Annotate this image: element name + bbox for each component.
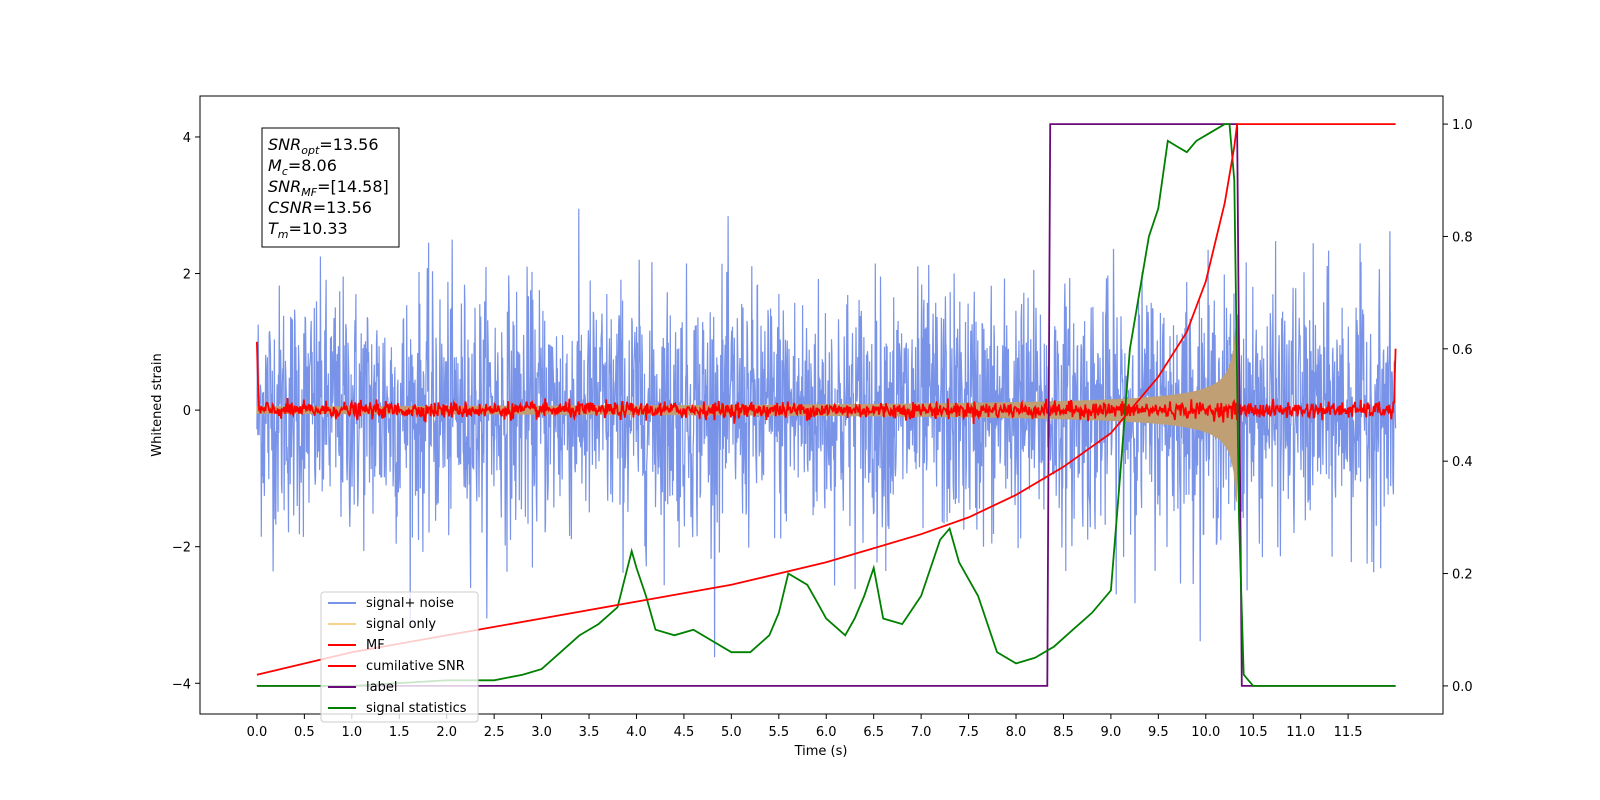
x-tick-label: 9.5 xyxy=(1148,725,1169,740)
info-line: SNRMF=[14.58] xyxy=(268,177,389,199)
x-tick-label: 1.5 xyxy=(389,725,410,740)
y2-tick-label: 1.0 xyxy=(1452,118,1473,133)
x-tick-label: 11.5 xyxy=(1334,725,1363,740)
x-tick-label: 5.5 xyxy=(768,725,789,740)
series-mf xyxy=(256,341,1397,425)
x-tick-label: 3.5 xyxy=(579,725,600,740)
y2-tick-label: 0.8 xyxy=(1452,230,1473,245)
x-axis-label: Time (s) xyxy=(794,744,848,759)
x-tick-label: 9.0 xyxy=(1101,725,1122,740)
x-tick-label: 6.5 xyxy=(863,725,884,740)
legend-entry: cumilative SNR xyxy=(366,659,465,674)
y-tick-label: 2 xyxy=(183,268,191,283)
legend-entry: MF xyxy=(366,638,385,653)
info-line: SNRopt=13.56 xyxy=(268,135,379,157)
x-tick-label: 10.5 xyxy=(1239,725,1268,740)
x-tick-label: 4.5 xyxy=(674,725,695,740)
info-line: CSNR=13.56 xyxy=(268,198,372,217)
y-axis-right: 1.0 0.8 0.6 0.4 0.2 0.0 xyxy=(1443,118,1473,695)
x-tick-label: 2.5 xyxy=(484,725,505,740)
x-axis: 0.0 0.5 1.0 1.5 2.0 2.5 3.0 3.5 4.0 4.5 5.0 5.5 6.0 6… xyxy=(247,714,1363,740)
y-tick-label: −4 xyxy=(172,677,191,692)
series-layer xyxy=(256,123,1397,687)
info-line: Mc=8.06 xyxy=(268,156,337,178)
series-signal-statistics xyxy=(256,123,1396,687)
y2-tick-label: 0.6 xyxy=(1452,343,1473,358)
legend-entry: label xyxy=(366,680,397,695)
y2-tick-label: 0.4 xyxy=(1452,455,1473,470)
x-tick-label: 10.0 xyxy=(1191,725,1220,740)
x-tick-label: 7.5 xyxy=(958,725,979,740)
legend-entry: signal+ noise xyxy=(366,596,454,611)
y2-tick-label: 0.2 xyxy=(1452,568,1473,583)
x-tick-label: 11.0 xyxy=(1286,725,1315,740)
series-cumulative-snr xyxy=(256,123,1396,676)
x-tick-label: 0.5 xyxy=(294,725,315,740)
info-box: SNRopt=13.56Mc=8.06SNRMF=[14.58]CSNR=13.… xyxy=(261,127,400,248)
x-tick-label: 6.0 xyxy=(816,725,837,740)
plot-frame xyxy=(199,95,1444,715)
x-tick-label: 3.0 xyxy=(531,725,552,740)
x-tick-label: 1.0 xyxy=(341,725,362,740)
legend-frame xyxy=(320,591,479,723)
info-box-frame xyxy=(261,127,400,248)
x-tick-label: 2.0 xyxy=(436,725,457,740)
legend: signal+ noise signal only MF cumilative SNR… xyxy=(320,591,479,723)
x-tick-label: 4.0 xyxy=(626,725,647,740)
x-tick-label: 5.0 xyxy=(721,725,742,740)
y-axis-left: 4 2 0 −2 −4 xyxy=(172,131,200,692)
x-tick-label: 7.0 xyxy=(911,725,932,740)
x-tick-label: 8.5 xyxy=(1053,725,1074,740)
info-line: Tm=10.33 xyxy=(268,219,348,241)
x-tick-label: 0.0 xyxy=(247,725,268,740)
y-tick-label: 4 xyxy=(183,131,191,146)
y-tick-label: 0 xyxy=(183,404,191,419)
legend-entry: signal statistics xyxy=(366,701,467,716)
y2-tick-label: 0.0 xyxy=(1452,680,1473,695)
y-axis-label: Whitened strain xyxy=(150,353,165,456)
y-tick-label: −2 xyxy=(172,541,191,556)
legend-entry: signal only xyxy=(366,617,436,632)
x-tick-label: 8.0 xyxy=(1006,725,1027,740)
